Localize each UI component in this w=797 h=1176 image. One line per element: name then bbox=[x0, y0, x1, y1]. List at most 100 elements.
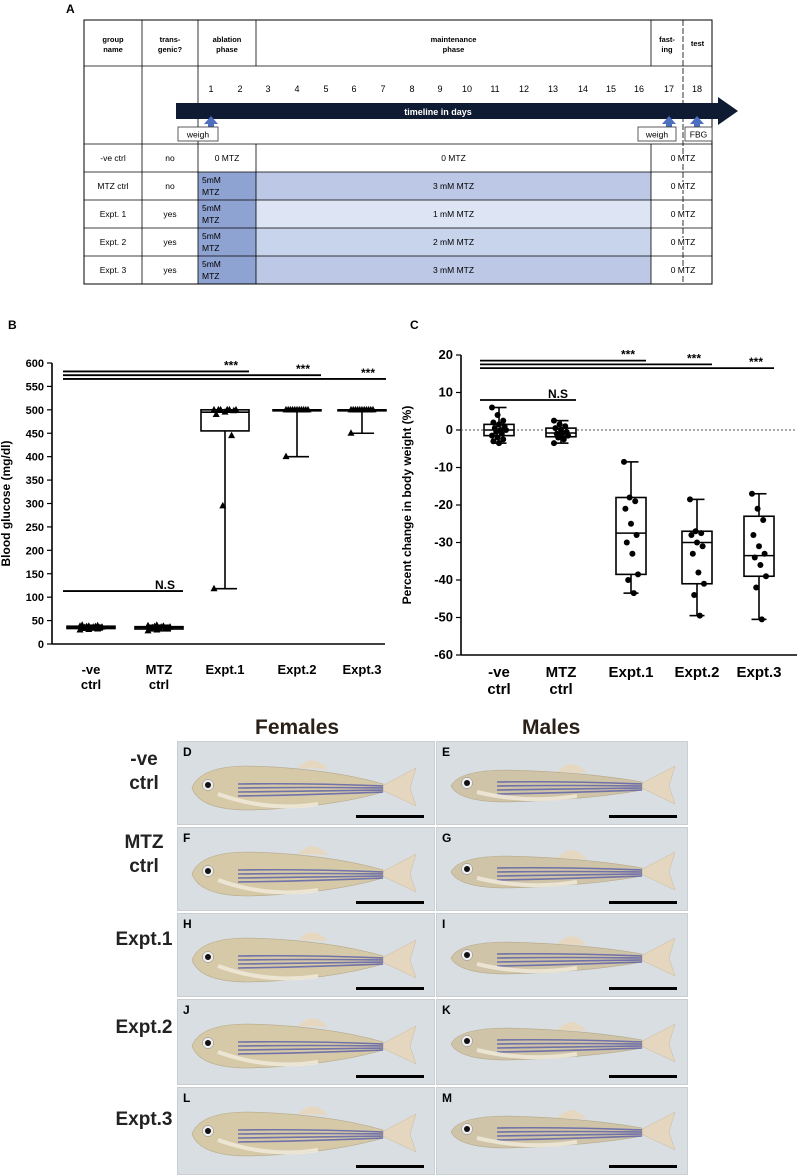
tail-fin bbox=[377, 1025, 417, 1065]
body-stripe bbox=[237, 1132, 384, 1135]
data-point bbox=[635, 571, 641, 578]
x-category-label: MTZ ctrl bbox=[146, 662, 173, 692]
significance-label: N.S bbox=[155, 578, 175, 592]
body-stripe bbox=[237, 789, 384, 793]
body-stripe bbox=[237, 1047, 384, 1051]
row-test-dose: 0 MTZ bbox=[671, 209, 696, 219]
data-point bbox=[626, 494, 633, 501]
y-tick-label: 50 bbox=[32, 616, 44, 628]
photo-panel-male: G bbox=[436, 827, 688, 911]
row-transgenic: yes bbox=[163, 209, 176, 219]
data-point bbox=[159, 622, 167, 629]
day-number: 10 bbox=[462, 84, 472, 94]
day-number: 1 bbox=[208, 84, 213, 94]
photo-panel-letter: K bbox=[442, 1003, 451, 1017]
data-point bbox=[687, 496, 693, 503]
significance-label: *** bbox=[361, 366, 375, 380]
panel-label-b: B bbox=[8, 318, 17, 332]
data-point bbox=[166, 623, 174, 630]
day-number: 14 bbox=[578, 84, 588, 94]
data-point bbox=[754, 505, 761, 512]
data-point bbox=[500, 436, 507, 443]
y-tick-label: 600 bbox=[26, 358, 44, 370]
zebrafish-photo: K bbox=[442, 1003, 677, 1078]
data-point bbox=[228, 431, 236, 439]
scale-bar bbox=[609, 987, 677, 990]
row-maintenance-dose: 1 mM MTZ bbox=[433, 209, 474, 219]
data-point bbox=[761, 550, 768, 557]
data-point bbox=[622, 505, 629, 512]
data-point bbox=[623, 539, 630, 546]
zebrafish-photo: I bbox=[442, 917, 677, 990]
row-transgenic: yes bbox=[163, 237, 176, 247]
row-group-name: Expt. 1 bbox=[100, 209, 127, 219]
body-stripe bbox=[237, 1137, 384, 1143]
data-point bbox=[551, 440, 557, 447]
maintenance-cell-fill bbox=[256, 256, 651, 284]
body-stripe bbox=[237, 782, 384, 787]
data-point bbox=[688, 532, 695, 538]
data-point bbox=[362, 405, 370, 413]
data-point bbox=[691, 592, 698, 598]
y-tick-label: 550 bbox=[26, 381, 44, 393]
day-number: 3 bbox=[265, 84, 270, 94]
zebrafish-photo: H bbox=[183, 917, 424, 990]
row-group-name: MTZ ctrl bbox=[97, 181, 128, 191]
photo-panel-female: F bbox=[177, 827, 435, 911]
y-axis-label: Blood glucose (mg/dl) bbox=[0, 441, 13, 567]
scale-bar bbox=[609, 1075, 677, 1078]
header-transgenic: trans-genic? bbox=[158, 35, 183, 54]
data-point bbox=[282, 405, 290, 413]
panel-label-c: C bbox=[410, 318, 419, 332]
y-tick-label: -30 bbox=[434, 535, 453, 550]
body-stripe bbox=[496, 866, 643, 871]
belly-highlight bbox=[217, 1050, 319, 1067]
body-stripe bbox=[496, 784, 643, 787]
scale-bar bbox=[356, 901, 424, 904]
body-stripe bbox=[496, 952, 643, 957]
y-tick-label: 500 bbox=[26, 405, 44, 417]
dorsal-fin bbox=[298, 1018, 328, 1027]
significance-label: *** bbox=[621, 348, 635, 362]
belly-highlight bbox=[217, 792, 319, 809]
pupil bbox=[464, 952, 470, 958]
body-stripe bbox=[496, 1045, 643, 1049]
data-point bbox=[494, 412, 501, 418]
weigh-day17-label: weigh bbox=[645, 130, 668, 140]
data-point bbox=[750, 532, 757, 538]
tail-fin bbox=[377, 853, 417, 893]
scale-bar bbox=[356, 987, 424, 990]
data-point bbox=[354, 405, 362, 413]
day-number: 8 bbox=[409, 84, 414, 94]
data-point bbox=[490, 438, 497, 445]
body-stripe bbox=[496, 789, 643, 795]
y-tick-label: 0 bbox=[446, 422, 453, 437]
data-point bbox=[749, 490, 755, 497]
data-point bbox=[297, 405, 305, 413]
dorsal-fin bbox=[298, 846, 328, 855]
data-point bbox=[489, 432, 495, 439]
pupil bbox=[205, 1040, 211, 1046]
photo-panel-letter: D bbox=[183, 745, 192, 759]
data-point bbox=[699, 543, 706, 550]
data-point bbox=[490, 419, 497, 426]
weigh-day17-box bbox=[637, 126, 677, 142]
zebrafish-photo: J bbox=[183, 1003, 424, 1078]
body-stripe bbox=[496, 870, 643, 873]
dorsal-fin bbox=[557, 936, 587, 945]
tail-fin bbox=[636, 1111, 676, 1151]
data-point bbox=[751, 554, 758, 561]
box bbox=[615, 496, 647, 576]
data-point bbox=[369, 405, 377, 413]
photo-panel-letter: H bbox=[183, 917, 192, 931]
photo-panel-letter: L bbox=[183, 1091, 190, 1105]
tail-fin bbox=[377, 939, 417, 979]
day-number: 16 bbox=[634, 84, 644, 94]
body-stripe bbox=[237, 961, 384, 965]
row-ablation-dose: 5mM bbox=[202, 175, 221, 185]
data-point bbox=[628, 520, 634, 527]
photo-row-label: MTZ ctrl bbox=[124, 832, 164, 877]
pupil bbox=[464, 1038, 470, 1044]
data-point bbox=[560, 436, 567, 443]
body-stripe bbox=[496, 1130, 643, 1133]
